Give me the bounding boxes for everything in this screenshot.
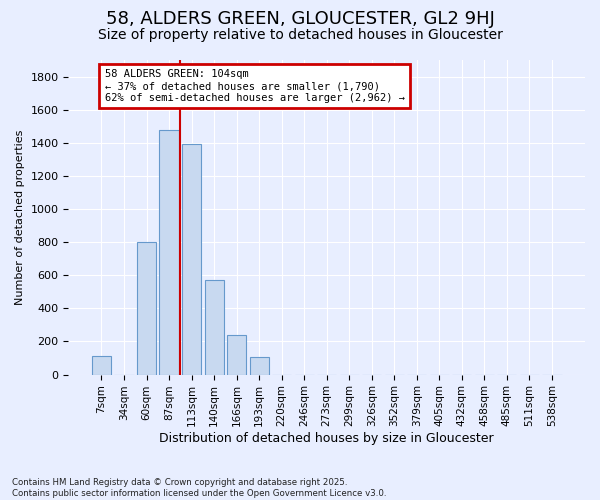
Bar bbox=[250, 357, 269, 374]
Bar bbox=[137, 242, 156, 374]
Bar bbox=[160, 130, 179, 374]
Text: 58, ALDERS GREEN, GLOUCESTER, GL2 9HJ: 58, ALDERS GREEN, GLOUCESTER, GL2 9HJ bbox=[106, 10, 494, 28]
Bar bbox=[92, 356, 111, 374]
Bar bbox=[227, 335, 246, 374]
Bar bbox=[205, 280, 224, 374]
Y-axis label: Number of detached properties: Number of detached properties bbox=[15, 130, 25, 305]
Text: Size of property relative to detached houses in Gloucester: Size of property relative to detached ho… bbox=[98, 28, 502, 42]
Bar bbox=[182, 144, 201, 374]
Text: Contains HM Land Registry data © Crown copyright and database right 2025.
Contai: Contains HM Land Registry data © Crown c… bbox=[12, 478, 386, 498]
Text: 58 ALDERS GREEN: 104sqm
← 37% of detached houses are smaller (1,790)
62% of semi: 58 ALDERS GREEN: 104sqm ← 37% of detache… bbox=[104, 70, 404, 102]
X-axis label: Distribution of detached houses by size in Gloucester: Distribution of detached houses by size … bbox=[160, 432, 494, 445]
